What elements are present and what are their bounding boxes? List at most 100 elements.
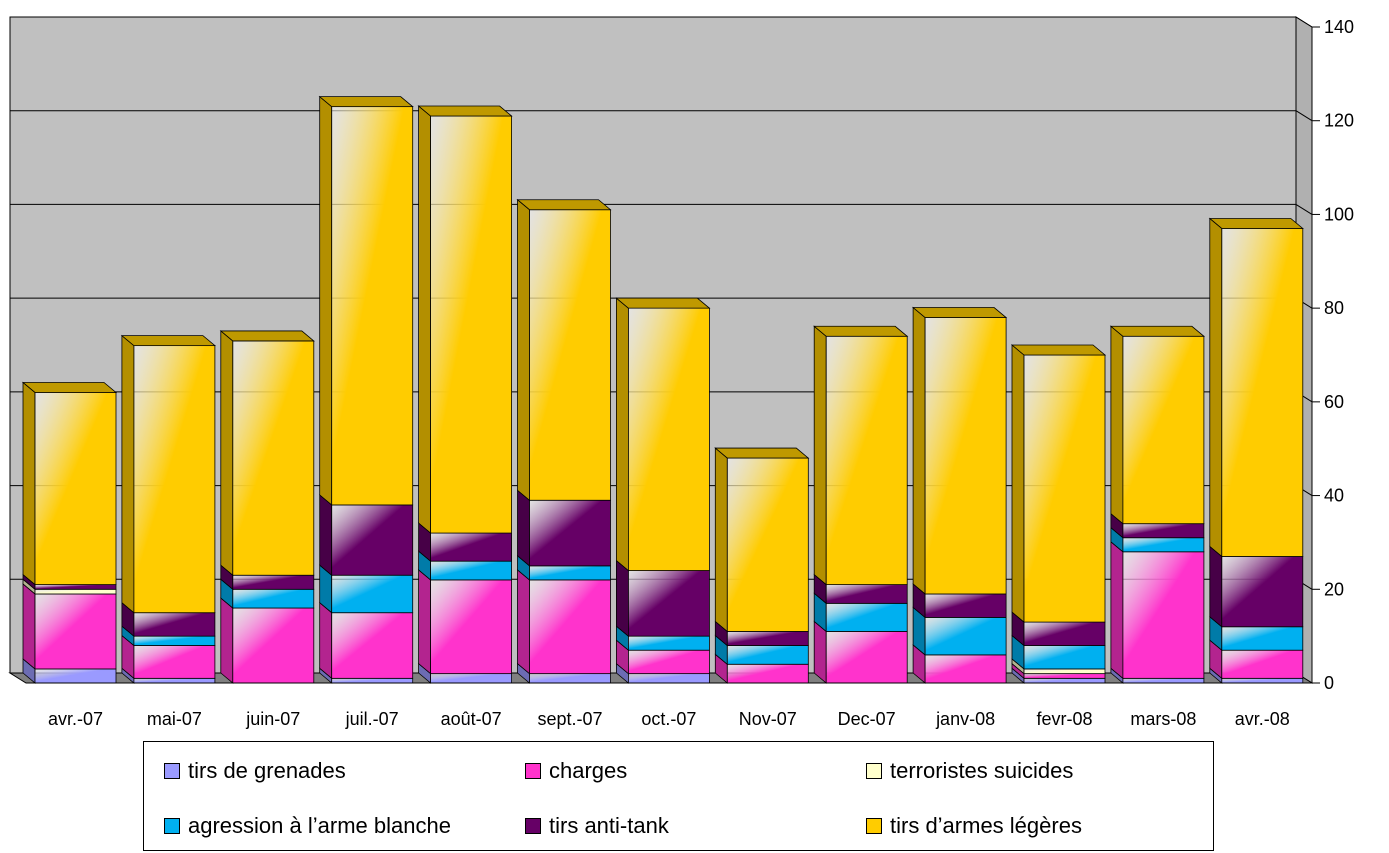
legend-item-charges: charges [525, 758, 627, 784]
bar-mars-08-charges-side [1110, 540, 1124, 680]
bar-avr-07-tirs-d-armes-legeres-side [22, 381, 36, 586]
y-tick-label: 0 [1324, 673, 1334, 693]
bar-juin-07-tirs-d-armes-legeres [232, 340, 315, 576]
bar-aout-07-agression-a-l-arme-blanche [430, 560, 513, 581]
legend-swatch [525, 818, 541, 834]
x-tick-label-sept-07: sept.-07 [537, 709, 602, 729]
y-tick-label: 60 [1324, 392, 1344, 412]
bar-oct-07-tirs-d-armes-legeres-side [616, 297, 629, 572]
legend-swatch [866, 818, 882, 834]
bar-oct-07-tirs-d-armes-legeres [628, 307, 710, 571]
bar-oct-07-tirs-de-grenades [628, 673, 710, 684]
bar-sept-07-tirs-d-armes-legeres [529, 209, 611, 501]
bar-top-aout-07 [417, 105, 513, 117]
bar-mai-07-agression-a-l-arme-blanche [133, 635, 216, 646]
bar-nov-07-tirs-d-armes-legeres [726, 457, 809, 632]
bar-juil-07-tirs-anti-tank-side [319, 494, 333, 577]
bar-oct-07-charges [628, 649, 710, 675]
legend-label: tirs anti-tank [549, 813, 669, 838]
bar-janv-08-tirs-d-armes-legeres-side [912, 306, 926, 595]
legend-swatch [164, 763, 180, 779]
bar-sept-07-charges [529, 579, 611, 675]
y-tick-label: 40 [1324, 486, 1344, 506]
bar-sept-07-tirs-d-armes-legeres-side [517, 198, 530, 502]
bar-aout-07-charges [430, 579, 513, 675]
y-axis: 0 20 40 60 80 100 120 140 [1311, 17, 1354, 693]
bar-group-aout-07 [417, 105, 513, 684]
bar-juil-07-tirs-de-grenades [331, 677, 414, 684]
legend-label: terroristes suicides [890, 758, 1074, 783]
bar-fevr-08-agression-a-l-arme-blanche [1023, 645, 1106, 670]
bar-sept-07-agression-a-l-arme-blanche [529, 565, 611, 581]
bar-nov-07-tirs-d-armes-legeres-side [714, 447, 728, 633]
bar-group-juil-07 [318, 95, 414, 684]
bar-group-janv-08 [911, 306, 1008, 684]
bar-mai-07-charges [133, 645, 216, 679]
bar-dec-07-agression-a-l-arme-blanche [825, 602, 908, 632]
legend-label: tirs d’armes légères [890, 813, 1082, 838]
bar-sept-07-tirs-anti-tank-side [517, 489, 530, 567]
x-tick-label-juin-07: juin-07 [245, 709, 300, 729]
bars [21, 95, 1304, 684]
bar-mars-08-charges [1122, 551, 1205, 679]
bar-avr-07-charges [34, 593, 117, 670]
bar-fevr-08-tirs-anti-tank [1023, 621, 1106, 646]
gridline-side [1295, 16, 1313, 28]
bar-mai-07-tirs-d-armes-legeres [133, 345, 216, 614]
bar-top-mai-07 [120, 335, 217, 347]
bar-top-juil-07 [318, 96, 414, 108]
y-tick-label: 80 [1324, 298, 1344, 318]
bar-aout-07-tirs-de-grenades [430, 673, 513, 684]
bar-mai-07-tirs-d-armes-legeres-side [121, 334, 135, 614]
bar-top-oct-07 [615, 297, 711, 309]
bar-group-mai-07 [120, 334, 217, 684]
bar-dec-07-tirs-d-armes-legeres-side [813, 325, 827, 586]
bar-top-avr-08 [1208, 218, 1304, 229]
bar-nov-07-tirs-anti-tank [726, 631, 809, 646]
legend-item-tirs-anti-tank: tirs anti-tank [525, 813, 669, 839]
bar-mars-08-agression-a-l-arme-blanche [1122, 537, 1205, 553]
bar-group-dec-07 [813, 325, 909, 684]
bar-janv-08-agression-a-l-arme-blanche [924, 617, 1007, 656]
x-tick-label-mai-07: mai-07 [147, 709, 202, 729]
y-tick-label: 100 [1324, 204, 1354, 224]
bar-aout-07-tirs-d-armes-legeres-side [418, 105, 432, 534]
x-tick-label-mars-08: mars-08 [1130, 709, 1196, 729]
bar-group-fevr-08 [1010, 344, 1107, 684]
bar-oct-07-tirs-anti-tank-side [616, 559, 629, 637]
bar-top-nov-07 [714, 447, 810, 459]
bar-juin-07-charges [232, 607, 315, 684]
bar-juil-07-agression-a-l-arme-blanche [331, 574, 414, 614]
bar-mai-07-tirs-de-grenades [133, 677, 216, 684]
x-tick-label-oct-07: oct.-07 [641, 709, 696, 729]
legend-item-tirs-d-armes-legeres: tirs d’armes légères [866, 813, 1082, 839]
bar-janv-08-charges [924, 654, 1007, 684]
bar-juin-07-tirs-anti-tank [232, 574, 315, 590]
legend-item-tirs-de-grenades: tirs de grenades [164, 758, 346, 784]
bar-dec-07-tirs-d-armes-legeres [825, 335, 908, 585]
bar-avr-07-terroristes-suicides [34, 588, 117, 595]
bar-aout-07-charges-side [418, 569, 432, 675]
x-tick-label-avr-07: avr.-07 [48, 709, 103, 729]
legend-label: agression à l’arme blanche [188, 813, 451, 838]
bar-sept-07-tirs-anti-tank [529, 499, 611, 567]
bar-group-juin-07 [219, 330, 315, 684]
x-tick-label-janv-08: janv-08 [935, 709, 995, 729]
bar-avr-08-tirs-anti-tank-side [1209, 545, 1223, 628]
bar-juin-07-tirs-d-armes-legeres-side [220, 330, 234, 577]
bar-sept-07-tirs-de-grenades [529, 673, 611, 684]
bar-juil-07-charges [331, 612, 414, 679]
bar-dec-07-charges-side [813, 620, 827, 684]
bar-janv-08-tirs-anti-tank [924, 593, 1007, 618]
bar-janv-08-tirs-d-armes-legeres [924, 317, 1007, 595]
bar-avr-08-tirs-de-grenades [1221, 677, 1304, 684]
bar-mars-08-tirs-d-armes-legeres [1122, 335, 1205, 525]
y-tick-label: 140 [1324, 17, 1354, 37]
bar-dec-07-charges [825, 631, 908, 684]
bar-top-avr-07 [21, 382, 118, 393]
bar-avr-08-tirs-anti-tank [1221, 556, 1304, 628]
bar-fevr-08-charges [1023, 673, 1106, 679]
legend-item-terroristes-suicides: terroristes suicides [866, 758, 1073, 784]
bar-avr-08-tirs-d-armes-legeres [1221, 228, 1304, 557]
bar-mars-08-tirs-de-grenades [1122, 677, 1205, 684]
